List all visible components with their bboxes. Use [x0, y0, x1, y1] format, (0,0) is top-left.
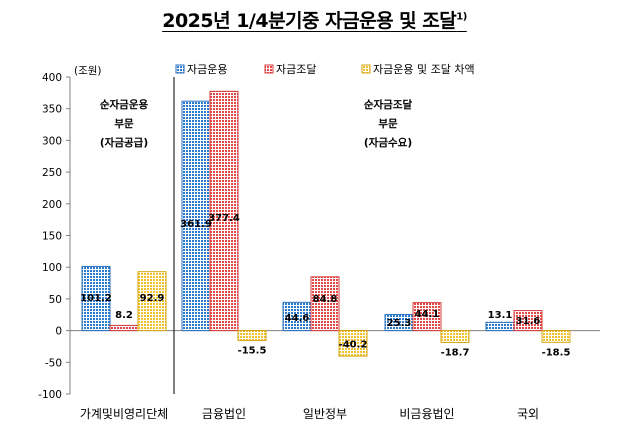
- bar-fund-use: [81, 265, 111, 332]
- y-tick-label: 250: [42, 167, 62, 179]
- bars: [81, 90, 571, 357]
- label-net-difference: -18.7: [441, 347, 470, 358]
- label-fund-raising: 377.4: [208, 213, 240, 224]
- label-fund-use: 13.1: [488, 310, 513, 321]
- bar-fund-use: [485, 321, 515, 332]
- label-net-difference: 92.9: [140, 293, 165, 304]
- bar-fund-raising: [209, 90, 239, 332]
- y-tick-label: 200: [42, 199, 62, 211]
- category-label: 국외: [517, 407, 539, 421]
- bar-net-difference: [440, 330, 470, 343]
- legend-label-fund-raising: 자금조달: [276, 63, 316, 76]
- chart-title: 2025년 1/4분기중 자금운용 및 조달1): [162, 10, 467, 32]
- y-tick-label: -100: [38, 389, 62, 401]
- category-label: 금융법인: [202, 407, 246, 421]
- annotation-left: 부문: [114, 118, 134, 130]
- bar-net-difference: [137, 271, 167, 332]
- label-fund-raising: 84.8: [313, 294, 338, 305]
- y-tick-label: 350: [42, 104, 62, 116]
- label-net-difference: -18.5: [542, 347, 571, 358]
- y-tick-label: 400: [42, 72, 62, 84]
- category-label: 비금융법인: [399, 407, 454, 421]
- category-label: 가계및비영리단체: [80, 407, 168, 421]
- bar-net-difference: [237, 330, 267, 341]
- label-net-difference: -40.2: [339, 339, 368, 350]
- label-fund-use: 25.3: [387, 318, 412, 329]
- label-net-difference: -15.5: [238, 345, 267, 356]
- legend: 자금운용 자금조달 자금운용 및 조달 차액: [175, 63, 475, 76]
- y-tick-label: 100: [42, 262, 62, 274]
- annotation-right: 부문: [378, 118, 398, 130]
- bar-fund-raising: [513, 310, 543, 332]
- bar-net-difference: [338, 330, 368, 357]
- bar-fund-raising: [412, 302, 442, 332]
- annotation-left: (자금공급): [100, 136, 148, 149]
- category-label: 일반정부: [303, 407, 347, 421]
- bar-fund-use: [181, 100, 211, 332]
- annotation-right: (자금수요): [364, 136, 412, 149]
- label-fund-use: 361.9: [180, 219, 212, 230]
- legend-swatch-net-difference: [361, 64, 371, 74]
- label-fund-use: 44.6: [285, 313, 310, 324]
- y-tick-label: 300: [42, 135, 62, 147]
- title-footnote: 1): [456, 11, 467, 23]
- annotation-left: 순자금운용: [100, 98, 149, 111]
- y-axis-unit-label: (조원): [74, 65, 102, 77]
- bar-fund-raising: [109, 324, 139, 332]
- y-tick-label: 50: [49, 294, 62, 306]
- legend-label-fund-use: 자금운용: [187, 63, 227, 76]
- y-tick-label: 150: [42, 231, 62, 243]
- bar-fund-raising: [310, 276, 340, 332]
- y-tick-label: 0: [55, 326, 62, 338]
- axes: -100 -50 0 50 100 150 200 250 300 350 400 (조원): [38, 65, 600, 401]
- legend-swatch-fund-use: [175, 64, 185, 74]
- chart-title-wrap: 2025년 1/4분기중 자금운용 및 조달1): [0, 6, 629, 33]
- label-fund-raising: 8.2: [115, 310, 133, 321]
- label-fund-raising: 31.6: [516, 316, 541, 327]
- label-fund-use: 101.2: [80, 293, 112, 304]
- bar-fund-use: [282, 301, 312, 332]
- legend-swatch-fund-raising: [264, 64, 274, 74]
- label-fund-raising: 44.1: [415, 309, 440, 320]
- legend-label-net-difference: 자금운용 및 조달 차액: [373, 63, 475, 76]
- bar-net-difference: [541, 330, 571, 343]
- y-tick-label: -50: [45, 357, 62, 369]
- annotation-right: 순자금조달: [364, 98, 413, 111]
